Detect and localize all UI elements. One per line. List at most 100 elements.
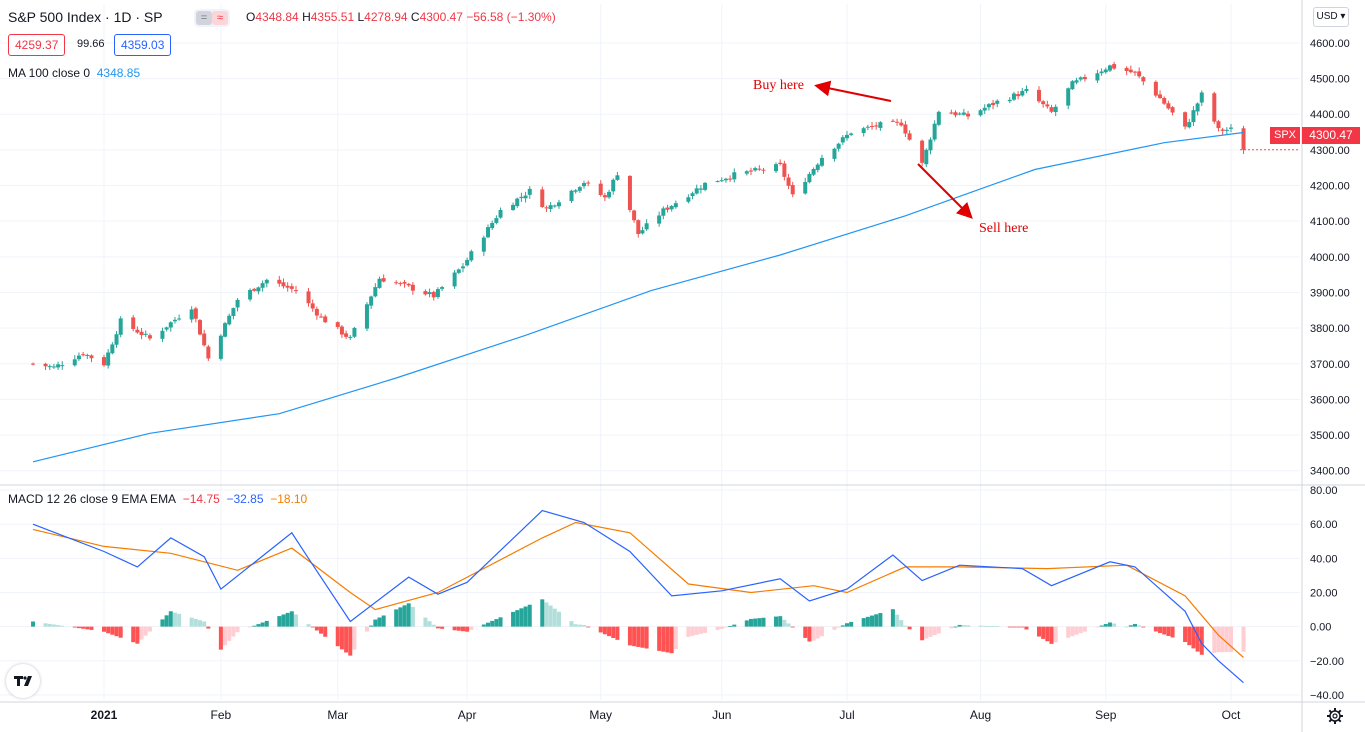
histogram-bar xyxy=(1224,626,1229,653)
candle-body xyxy=(657,215,662,224)
histogram-bar xyxy=(870,615,875,627)
candle-body xyxy=(189,309,194,320)
spread-value: 99.66 xyxy=(77,38,105,50)
candle-body xyxy=(406,283,411,286)
candle-body xyxy=(690,193,695,196)
gear-icon[interactable] xyxy=(1324,705,1346,727)
histogram-bar xyxy=(490,620,495,627)
price-tick-label: 4600.00 xyxy=(1310,38,1350,50)
histogram-bar xyxy=(348,626,353,656)
histogram-bar xyxy=(118,626,123,638)
histogram-bar xyxy=(198,620,203,627)
histogram-bar xyxy=(556,611,561,627)
histogram-bar xyxy=(661,626,666,652)
close-value: 4300.47 xyxy=(419,10,463,24)
chart-type-toggle[interactable]: = ≈ xyxy=(194,9,230,27)
histogram-bar xyxy=(314,626,319,631)
candle-body xyxy=(815,164,820,170)
symbol-title[interactable]: S&P 500 Index · 1D · SP xyxy=(8,9,163,25)
candle-body xyxy=(352,327,357,337)
histogram-bar xyxy=(110,626,115,635)
histogram-bar xyxy=(72,626,77,628)
candle-body xyxy=(694,188,699,194)
candle-body xyxy=(369,296,374,306)
histogram-bar xyxy=(494,619,499,627)
candle-body xyxy=(139,331,144,336)
histogram-bar xyxy=(836,626,841,628)
candle-body xyxy=(348,336,353,338)
time-tick-label: Feb xyxy=(211,708,232,722)
macd-legend[interactable]: MACD 12 26 close 9 EMA EMA −14.75 −32.85… xyxy=(8,492,307,506)
candle-body xyxy=(469,251,474,261)
candle-body xyxy=(486,227,491,238)
histogram-bar xyxy=(1183,626,1188,642)
candle-body xyxy=(1128,69,1133,73)
histogram-bar xyxy=(1128,625,1133,627)
macd-line xyxy=(32,509,1244,684)
histogram-bar xyxy=(932,626,937,636)
candle-body xyxy=(703,182,708,190)
currency-label: USD xyxy=(1316,11,1338,22)
candle-body xyxy=(786,177,791,186)
candle-body xyxy=(744,171,749,174)
histogram-bar xyxy=(669,626,674,654)
histogram-bar xyxy=(627,626,632,646)
histogram-bar xyxy=(177,613,182,627)
candle-body xyxy=(264,279,269,284)
tradingview-logo-icon[interactable] xyxy=(6,664,40,698)
candle-body xyxy=(627,175,632,210)
histogram-bar xyxy=(840,625,845,627)
candle-body xyxy=(548,205,553,209)
candle-body xyxy=(60,365,65,367)
candle-body xyxy=(323,316,328,323)
price-tick-label: 3600.00 xyxy=(1310,394,1350,406)
histogram-bar xyxy=(252,625,257,627)
candle-body xyxy=(957,113,962,115)
histogram-bar xyxy=(465,626,470,632)
candle-body xyxy=(202,333,207,346)
histogram-bar xyxy=(76,626,81,629)
price-tick-label: 3800.00 xyxy=(1310,323,1350,335)
histogram-bar xyxy=(1216,626,1221,653)
candle-body xyxy=(920,140,925,163)
histogram-bar xyxy=(832,626,837,630)
macd-tick-label: 0.00 xyxy=(1310,622,1331,634)
histogram-bar xyxy=(986,625,991,627)
histogram-bar xyxy=(81,626,86,629)
candle-body xyxy=(611,179,616,192)
histogram-bar xyxy=(227,626,232,641)
histogram-bar xyxy=(1011,626,1016,628)
approx-icon[interactable]: ≈ xyxy=(212,11,228,25)
candle-body xyxy=(907,133,912,140)
histogram-bar xyxy=(753,618,758,627)
histogram-bar xyxy=(1191,626,1196,649)
candle-body xyxy=(1153,81,1158,96)
candle-body xyxy=(715,181,720,183)
equal-icon[interactable]: = xyxy=(196,11,212,25)
candle-body xyxy=(890,120,895,122)
candle-body xyxy=(364,304,369,329)
close-label: C xyxy=(410,10,420,24)
histogram-bar xyxy=(231,626,236,637)
histogram-bar xyxy=(1016,626,1021,628)
candle-body xyxy=(1112,64,1117,69)
candles xyxy=(31,61,1246,371)
candle-body xyxy=(431,291,436,298)
candle-body xyxy=(1066,88,1071,106)
candle-body xyxy=(757,168,762,170)
buy-button[interactable]: 4359.03 xyxy=(114,34,172,56)
histogram-bar xyxy=(460,626,465,632)
histogram-bar xyxy=(865,616,870,627)
candle-body xyxy=(235,299,240,308)
candle-body xyxy=(1049,107,1054,112)
currency-select[interactable]: USD ▾ xyxy=(1313,7,1349,27)
histogram-bar xyxy=(410,606,415,627)
candle-body xyxy=(310,303,315,309)
candle-body xyxy=(102,357,106,366)
ma-legend[interactable]: MA 100 close 0 4348.85 xyxy=(8,66,140,80)
candle-body xyxy=(748,170,753,172)
histogram-bar xyxy=(786,623,791,627)
histogram-bar xyxy=(719,626,724,629)
sell-button[interactable]: 4259.37 xyxy=(8,34,66,56)
